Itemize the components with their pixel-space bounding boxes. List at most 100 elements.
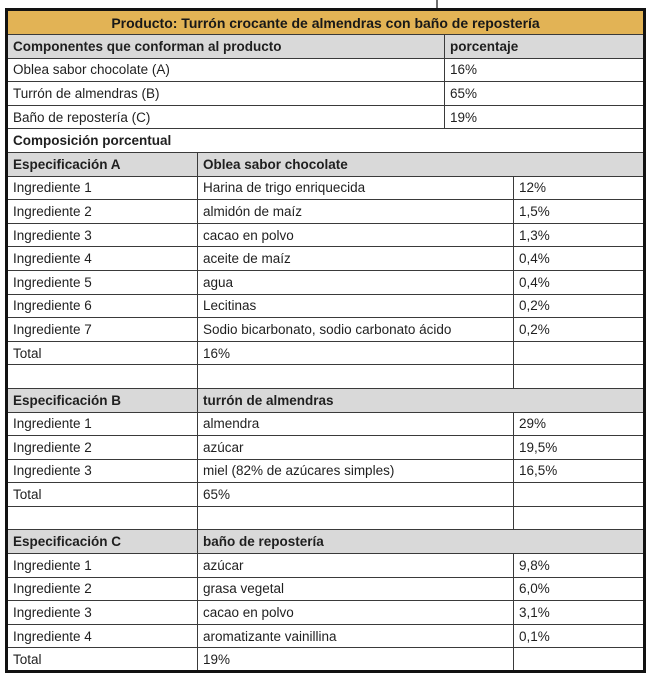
spec-name-cell: Oblea sabor chocolate (196, 151, 646, 177)
spacer-cell (197, 364, 514, 389)
ingredient-pct-cell: 0,4% (512, 246, 646, 271)
component-pct-cell: 65% (443, 81, 646, 106)
total-value-cell: 16% (197, 340, 514, 366)
total-value-cell: 19% (197, 647, 514, 673)
ingredient-name-cell: almidón de maíz (197, 199, 514, 224)
ingredient-label-cell: Ingrediente 1 (6, 411, 198, 437)
ingredient-label-cell: Ingrediente 7 (6, 317, 198, 342)
component-pct-cell: 16% (443, 57, 646, 83)
ingredient-pct-cell: 19,5% (512, 435, 646, 460)
ingredient-pct-cell: 1,5% (512, 199, 646, 224)
ingredient-name-cell: Sodio bicarbonato, sodio carbonato ácido (197, 317, 514, 342)
total-label-cell: Total (6, 340, 198, 366)
ingredient-label-cell: Ingrediente 3 (6, 222, 198, 248)
ingredient-row: Ingrediente 2 azúcar 19,5% (6, 435, 646, 460)
total-row: Total 19% (6, 647, 646, 673)
product-spec-table: Producto: Turrón crocante de almendras c… (5, 8, 647, 674)
ingredient-row: Ingrediente 4 aromatizante vainillina 0,… (6, 623, 646, 649)
ingredient-pct-cell: 0,1% (512, 623, 646, 649)
ingredient-row: Ingrediente 1 Harina de trigo enriquecid… (6, 175, 646, 201)
ingredient-pct-cell: 1,3% (512, 222, 646, 248)
ingredient-name-cell: cacao en polvo (197, 600, 514, 625)
ingredient-pct-cell: 3,1% (512, 600, 646, 625)
ingredient-pct-cell: 9,8% (512, 553, 646, 578)
ingredient-name-cell: aceite de maíz (197, 246, 514, 271)
spacer-cell (512, 505, 646, 531)
ingredient-pct-cell: 12% (512, 175, 646, 201)
component-name-cell: Baño de repostería (C) (6, 104, 445, 130)
ingredient-pct-cell: 6,0% (512, 576, 646, 602)
components-name-header: Componentes que conforman al producto (6, 34, 445, 59)
spacer-row (6, 505, 646, 531)
component-row: Baño de repostería (C) 19% (6, 104, 646, 130)
ingredient-row: Ingrediente 1 almendra 29% (6, 411, 646, 437)
ingredient-label-cell: Ingrediente 4 (6, 623, 198, 649)
ingredient-row: Ingrediente 7 Sodio bicarbonato, sodio c… (6, 317, 646, 342)
total-label-cell: Total (6, 647, 198, 673)
ingredient-pct-cell: 29% (512, 411, 646, 437)
total-empty-cell (512, 482, 646, 507)
ingredient-row: Ingrediente 2 almidón de maíz 1,5% (6, 199, 646, 224)
composition-section-title: Composición porcentual (5, 128, 646, 153)
spec-name-cell: baño de repostería (196, 529, 646, 555)
ingredient-pct-cell: 0,2% (512, 293, 646, 319)
ingredient-name-cell: grasa vegetal (197, 576, 514, 602)
spacer-cell (6, 505, 198, 531)
component-row: Turrón de almendras (B) 65% (6, 81, 646, 106)
total-empty-cell (512, 647, 646, 673)
composition-section-row: Composición porcentual (5, 128, 646, 153)
spacer-cell (512, 364, 646, 389)
percentage-header: porcentaje (443, 34, 646, 59)
spec-name-cell: turrón de almendras (196, 387, 646, 413)
ingredient-row: Ingrediente 3 miel (82% de azúcares simp… (6, 458, 646, 484)
ingredient-label-cell: Ingrediente 1 (6, 553, 198, 578)
spacer-cell (6, 364, 198, 389)
ingredient-label-cell: Ingrediente 1 (6, 175, 198, 201)
ingredient-name-cell: almendra (197, 411, 514, 437)
ingredient-row: Ingrediente 2 grasa vegetal 6,0% (6, 576, 646, 602)
ingredient-row: Ingrediente 5 agua 0,4% (6, 269, 646, 295)
ingredient-label-cell: Ingrediente 5 (6, 269, 198, 295)
ingredient-row: Ingrediente 3 cacao en polvo 3,1% (6, 600, 646, 625)
ingredient-pct-cell: 16,5% (512, 458, 646, 484)
ingredient-label-cell: Ingrediente 2 (6, 435, 198, 460)
ingredient-label-cell: Ingrediente 3 (6, 600, 198, 625)
ingredient-row: Ingrediente 3 cacao en polvo 1,3% (6, 222, 646, 248)
spec-header-row: Especificación B turrón de almendras (6, 387, 646, 413)
ingredient-name-cell: azúcar (197, 435, 514, 460)
spec-header-row: Especificación C baño de repostería (6, 529, 646, 555)
ingredient-label-cell: Ingrediente 6 (6, 293, 198, 319)
spacer-cell (197, 505, 514, 531)
total-label-cell: Total (6, 482, 198, 507)
ingredient-label-cell: Ingrediente 2 (6, 576, 198, 602)
total-row: Total 65% (6, 482, 646, 507)
spreadsheet-gridline-tick (436, 0, 438, 9)
ingredient-row: Ingrediente 6 Lecitinas 0,2% (6, 293, 646, 319)
product-title-row: Producto: Turrón crocante de almendras c… (5, 9, 646, 35)
components-header-row: Componentes que conforman al producto po… (6, 34, 646, 59)
ingredient-name-cell: agua (197, 269, 514, 295)
spec-label-cell: Especificación A (6, 151, 198, 177)
ingredient-pct-cell: 0,4% (512, 269, 646, 295)
ingredient-row: Ingrediente 4 aceite de maíz 0,4% (6, 246, 646, 271)
total-value-cell: 65% (197, 482, 514, 507)
ingredient-label-cell: Ingrediente 2 (6, 199, 198, 224)
component-pct-cell: 19% (443, 104, 646, 130)
product-title: Producto: Turrón crocante de almendras c… (5, 9, 646, 35)
ingredient-name-cell: azúcar (197, 553, 514, 578)
ingredient-label-cell: Ingrediente 3 (6, 458, 198, 484)
total-empty-cell (512, 340, 646, 366)
spec-label-cell: Especificación B (6, 387, 198, 413)
ingredient-label-cell: Ingrediente 4 (6, 246, 198, 271)
ingredient-pct-cell: 0,2% (512, 317, 646, 342)
spacer-row (6, 364, 646, 389)
spec-label-cell: Especificación C (6, 529, 198, 555)
component-name-cell: Turrón de almendras (B) (6, 81, 445, 106)
spec-header-row: Especificación A Oblea sabor chocolate (6, 151, 646, 177)
total-row: Total 16% (6, 340, 646, 366)
ingredient-name-cell: cacao en polvo (197, 222, 514, 248)
component-name-cell: Oblea sabor chocolate (A) (6, 57, 445, 83)
ingredient-name-cell: miel (82% de azúcares simples) (197, 458, 514, 484)
component-row: Oblea sabor chocolate (A) 16% (6, 57, 646, 83)
ingredient-name-cell: Harina de trigo enriquecida (197, 175, 514, 201)
